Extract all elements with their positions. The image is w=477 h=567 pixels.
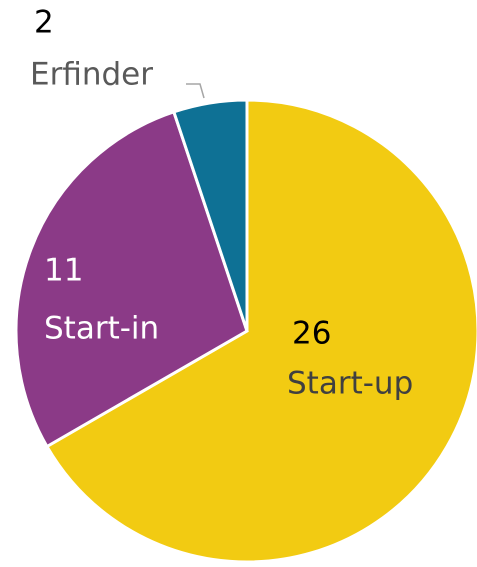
pie-slice [44,98,477,564]
category-label: Start-up [287,366,413,402]
value-label: 2 [34,5,54,41]
pie-slice [171,98,249,332]
pie-slice [14,109,249,449]
value-label: 26 [292,316,331,352]
category-label: Start-in [44,311,159,347]
leader-line [186,83,205,99]
category-label: Erfinder [30,57,153,93]
value-label: 11 [44,253,83,289]
